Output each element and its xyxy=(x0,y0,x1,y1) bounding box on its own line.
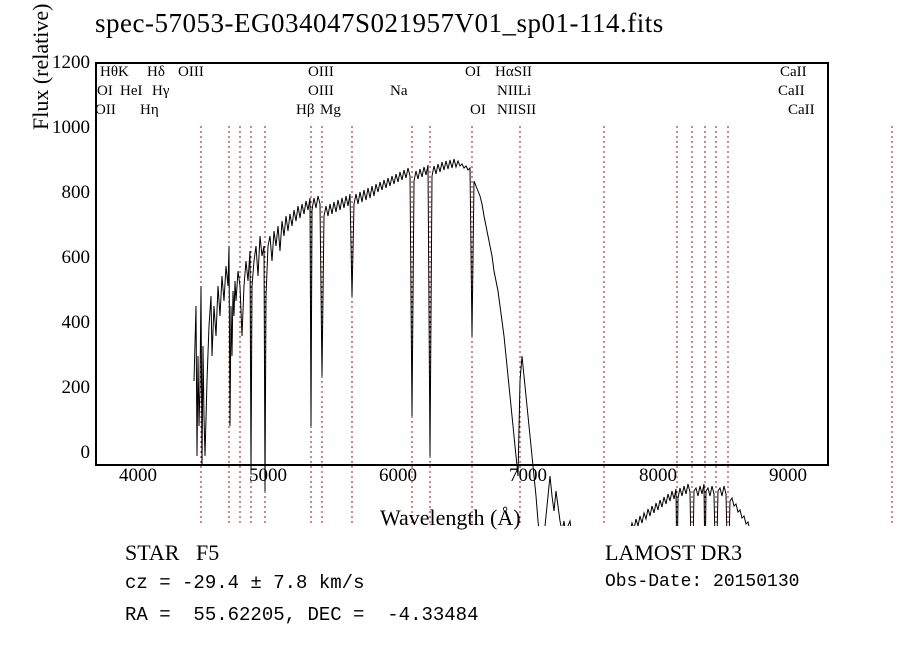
obs-date-label: Obs-Date: 20150130 xyxy=(605,572,799,592)
line-label-row2-hei: HeI xyxy=(120,83,143,100)
line-label-row2-oiii: OIII xyxy=(308,83,334,100)
line-label-row1-oiii-b: OIII xyxy=(308,64,334,81)
line-label-row2-hgamma: Hγ xyxy=(152,83,169,100)
line-label-row2-oi: OI xyxy=(97,83,113,100)
line-label-row3-na: Na xyxy=(390,83,408,100)
line-label-row3-hbeta: Hβ xyxy=(296,102,314,119)
line-label-row1-halpha-sii: HαSII xyxy=(495,64,532,81)
x-tick-9000: 9000 xyxy=(758,465,818,487)
plot-area xyxy=(95,62,829,466)
x-tick-8000: 8000 xyxy=(628,465,688,487)
y-tick-400: 400 xyxy=(45,312,90,334)
line-label-row1-oi: OI xyxy=(465,64,481,81)
x-axis-label: Wavelength (Å) xyxy=(380,505,521,531)
cz-value-label: cz = -29.4 ± 7.8 km/s xyxy=(125,572,364,594)
y-tick-200: 200 xyxy=(45,377,90,399)
line-label-row1-htheta-k: HθK xyxy=(100,64,129,81)
y-tick-600: 600 xyxy=(45,247,90,269)
line-label-row3-nii-sii: NIISII xyxy=(497,102,536,119)
line-label-row1-hdelta: Hδ xyxy=(147,64,165,81)
x-tick-6000: 6000 xyxy=(368,465,428,487)
line-label-row3-oi: OI xyxy=(470,102,486,119)
line-label-row3-oii: OII xyxy=(95,102,116,119)
survey-name-label: LAMOST DR3 xyxy=(605,540,742,566)
line-label-row2-caii: CaII xyxy=(778,83,805,100)
line-label-row3-heta: Hη xyxy=(140,102,159,119)
y-tick-1200: 1200 xyxy=(45,52,90,74)
x-tick-4000: 4000 xyxy=(108,465,168,487)
line-label-row1-caii: CaII xyxy=(780,64,807,81)
line-label-row1-oiii-a: OIII xyxy=(178,64,204,81)
y-tick-0: 0 xyxy=(45,442,90,464)
ra-dec-label: RA = 55.62205, DEC = -4.33484 xyxy=(125,604,478,626)
star-type-label: STAR F5 xyxy=(125,540,219,566)
line-label-row3-caii: CaII xyxy=(788,102,815,119)
y-tick-800: 800 xyxy=(45,182,90,204)
y-tick-1000: 1000 xyxy=(45,117,90,139)
line-label-row3-mg: Mg xyxy=(320,102,341,119)
spectrum-chart-page: spec-57053-EG034047S021957V01_sp01-114.f… xyxy=(0,0,900,649)
x-tick-7000: 7000 xyxy=(498,465,558,487)
chart-title: spec-57053-EG034047S021957V01_sp01-114.f… xyxy=(95,8,664,39)
x-tick-5000: 5000 xyxy=(238,465,298,487)
line-label-row2-nii-li: NIILi xyxy=(497,83,531,100)
